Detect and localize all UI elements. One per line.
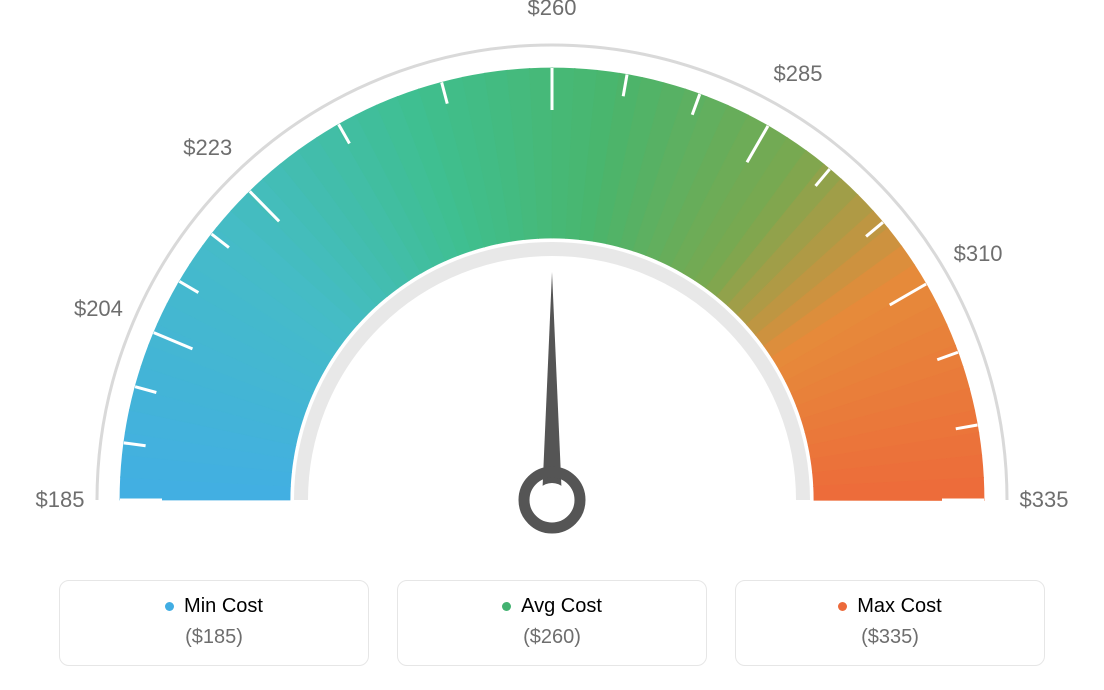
legend-title-text: Avg Cost: [521, 595, 602, 618]
dot-icon: [838, 602, 847, 611]
dot-icon: [165, 602, 174, 611]
dot-icon: [502, 602, 511, 611]
legend-title-text: Max Cost: [857, 595, 941, 618]
gauge-tick-label: $204: [74, 296, 123, 322]
gauge-tick-label: $185: [36, 487, 85, 513]
gauge-tick-label: $223: [183, 135, 232, 161]
legend-value-min: ($185): [60, 626, 368, 649]
legend-card-min: Min Cost ($185): [59, 580, 369, 666]
legend-title-max: Max Cost: [838, 595, 941, 618]
legend-card-avg: Avg Cost ($260): [397, 580, 707, 666]
legend-title-avg: Avg Cost: [502, 595, 602, 618]
legend-value-avg: ($260): [398, 626, 706, 649]
cost-gauge: $185 $204 $223 $260 $285 $310 $335: [0, 0, 1104, 560]
gauge-svg: [0, 0, 1104, 560]
gauge-tick-label: $310: [954, 241, 1003, 267]
legend-title-text: Min Cost: [184, 595, 263, 618]
gauge-tick-label: $260: [528, 0, 577, 21]
legend-card-max: Max Cost ($335): [735, 580, 1045, 666]
legend-value-max: ($335): [736, 626, 1044, 649]
gauge-tick-label: $335: [1020, 487, 1069, 513]
legend-title-min: Min Cost: [165, 595, 263, 618]
gauge-tick-label: $285: [774, 61, 823, 87]
legend-row: Min Cost ($185) Avg Cost ($260) Max Cost…: [0, 580, 1104, 666]
